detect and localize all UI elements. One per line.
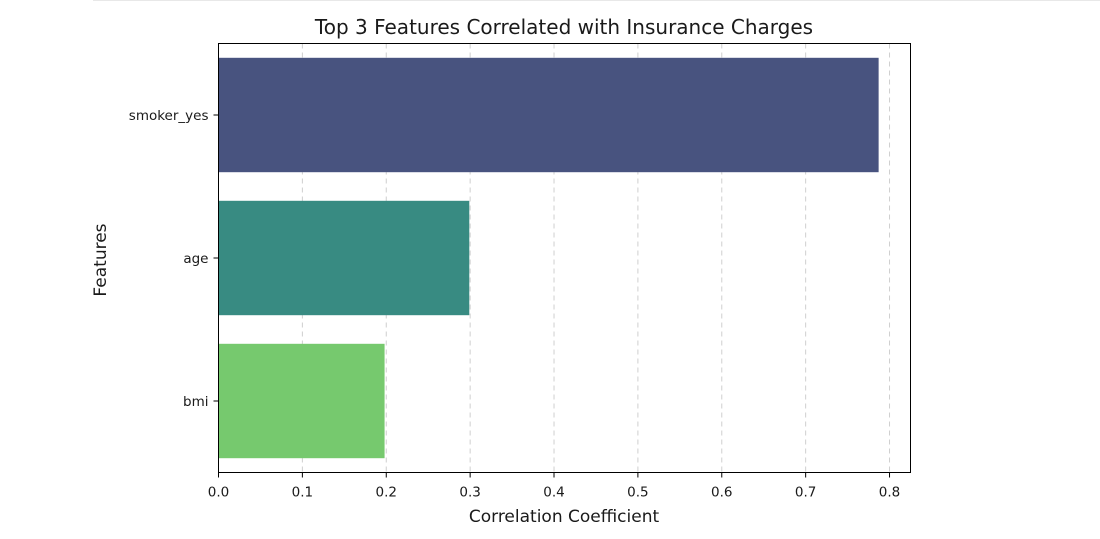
x-tick-label: 0.8	[879, 485, 900, 501]
chart-title: Top 3 Features Correlated with Insurance…	[314, 15, 813, 39]
x-tick-label: 0.1	[292, 485, 313, 501]
bar-age	[218, 200, 470, 316]
x-tick-label: 0.0	[208, 485, 229, 501]
x-tick-label: 0.2	[376, 485, 397, 501]
bar-smoker-yes	[218, 57, 879, 173]
y-tick-label: bmi	[183, 394, 208, 410]
x-axis-ticks: 0.0 0.1 0.2 0.3 0.4 0.5 0.6 0.7 0.8	[208, 472, 900, 501]
bar-bmi	[218, 343, 385, 459]
y-axis-label: Features	[91, 223, 111, 296]
x-tick-label: 0.6	[711, 485, 732, 501]
x-tick-label: 0.5	[627, 485, 648, 501]
y-tick-label: smoker_yes	[129, 108, 209, 124]
x-tick-label: 0.4	[543, 485, 564, 501]
x-tick-label: 0.7	[795, 485, 816, 501]
top-divider-line	[93, 0, 1100, 1]
x-axis-label: Correlation Coefficient	[469, 507, 660, 527]
y-tick-label: age	[183, 251, 208, 267]
bars	[218, 57, 879, 459]
x-tick-label: 0.3	[459, 485, 480, 501]
